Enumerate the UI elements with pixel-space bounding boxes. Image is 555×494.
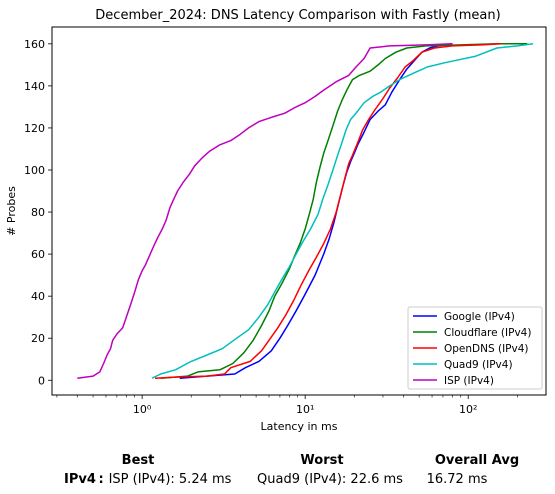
legend-label-0: Google (IPv4) (444, 311, 515, 323)
summary-header-avg: Overall Avg (434, 453, 520, 468)
x-tick-label: 10¹ (296, 403, 314, 416)
y-tick-label: 0 (38, 374, 45, 387)
series-line-3 (151, 43, 534, 379)
x-axis-label: Latency in ms (261, 420, 338, 433)
legend: Google (IPv4) Cloudflare (IPv4) OpenDNS (I… (407, 306, 543, 390)
x-tick-label: 10⁰ (133, 403, 152, 416)
y-axis-label: # Probes (5, 186, 18, 236)
summary-worst-value: Quad9 (IPv4): 22.6 ms (257, 472, 403, 487)
y-tick-label: 160 (24, 38, 45, 51)
legend-label-2: OpenDNS (IPv4) (444, 343, 529, 355)
x-axis: 10⁰ 10¹ 10² (56, 395, 518, 416)
series-line-1 (160, 43, 528, 379)
summary-table: Best Worst Overall Avg IPv4 : ISP (IPv4)… (0, 448, 555, 494)
summary-header-best: Best (121, 453, 155, 468)
summary-best-value: ISP (IPv4): 5.24 ms (108, 472, 232, 487)
y-tick-label: 100 (24, 164, 45, 177)
series-line-2 (154, 43, 502, 379)
summary-header-worst: Worst (300, 453, 344, 468)
summary-avg-value: 16.72 ms (426, 472, 488, 487)
series-layer (77, 43, 534, 379)
y-tick-label: 60 (31, 248, 45, 261)
series-line-4 (77, 43, 453, 379)
legend-box (407, 306, 543, 390)
y-tick-label: 80 (31, 206, 45, 219)
y-tick-label: 120 (24, 122, 45, 135)
plot-frame (51, 26, 547, 396)
legend-label-3: Quad9 (IPv4) (444, 359, 513, 371)
y-tick-label: 140 (24, 80, 45, 93)
y-tick-label: 20 (31, 332, 45, 345)
x-tick-label: 10² (459, 403, 477, 416)
y-tick-label: 40 (31, 290, 45, 303)
latency-chart: December_2024: DNS Latency Comparison wi… (5, 8, 547, 433)
legend-label-4: ISP (IPv4) (444, 375, 494, 387)
legend-label-1: Cloudflare (IPv4) (444, 327, 531, 339)
summary-row-label: IPv4 : (64, 472, 104, 487)
chart-title: December_2024: DNS Latency Comparison wi… (95, 8, 500, 23)
y-axis: 0 20 40 60 80 100 120 140 160 (24, 38, 52, 387)
